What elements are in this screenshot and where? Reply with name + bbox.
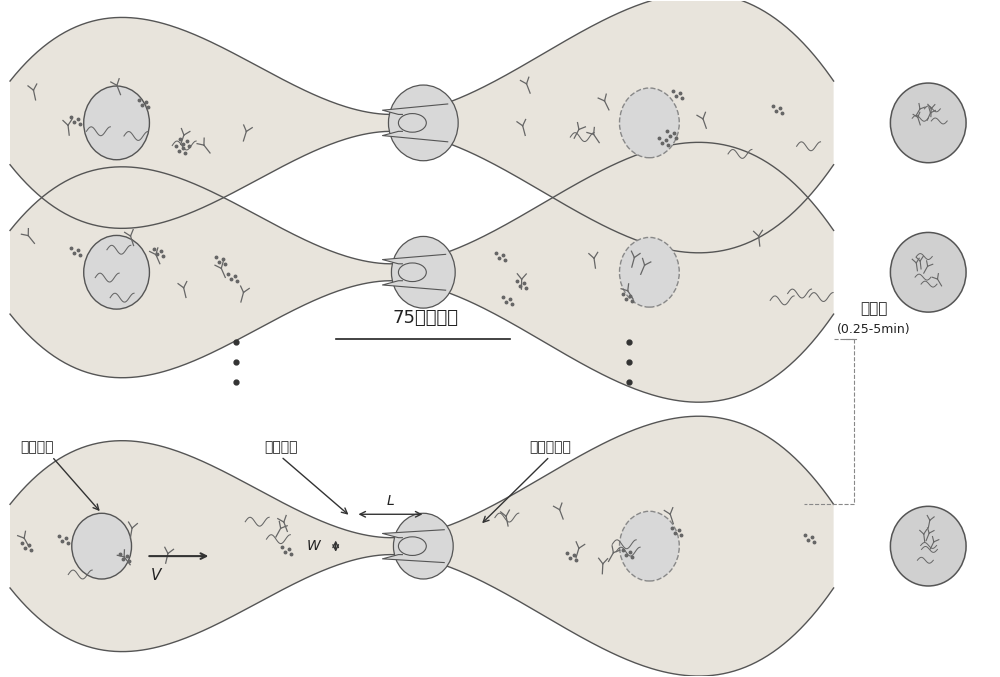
Text: (0.25-5min): (0.25-5min) <box>837 322 910 336</box>
Ellipse shape <box>84 236 149 309</box>
Ellipse shape <box>398 114 426 132</box>
Ellipse shape <box>84 86 149 160</box>
Polygon shape <box>382 529 444 563</box>
Text: 75平行通道: 75平行通道 <box>392 309 458 327</box>
Ellipse shape <box>890 506 966 586</box>
Polygon shape <box>10 416 834 676</box>
Ellipse shape <box>620 88 679 158</box>
Ellipse shape <box>620 511 679 581</box>
Ellipse shape <box>620 238 679 307</box>
Polygon shape <box>382 104 448 141</box>
Polygon shape <box>382 255 446 290</box>
Text: 破裂细胞膜: 破裂细胞膜 <box>529 441 571 454</box>
Text: L: L <box>387 494 394 508</box>
Ellipse shape <box>398 537 426 555</box>
Polygon shape <box>10 142 834 402</box>
Polygon shape <box>10 0 834 253</box>
Ellipse shape <box>890 83 966 162</box>
Text: V: V <box>151 568 162 583</box>
Ellipse shape <box>393 513 453 579</box>
Ellipse shape <box>72 513 132 579</box>
Ellipse shape <box>391 236 455 308</box>
Text: 完整细胞: 完整细胞 <box>20 441 54 454</box>
Ellipse shape <box>890 232 966 312</box>
Ellipse shape <box>398 263 426 282</box>
Text: W: W <box>307 539 321 553</box>
Text: 膜恢复: 膜恢复 <box>860 302 887 317</box>
Ellipse shape <box>388 85 458 160</box>
Text: 递送材料: 递送材料 <box>264 441 298 454</box>
